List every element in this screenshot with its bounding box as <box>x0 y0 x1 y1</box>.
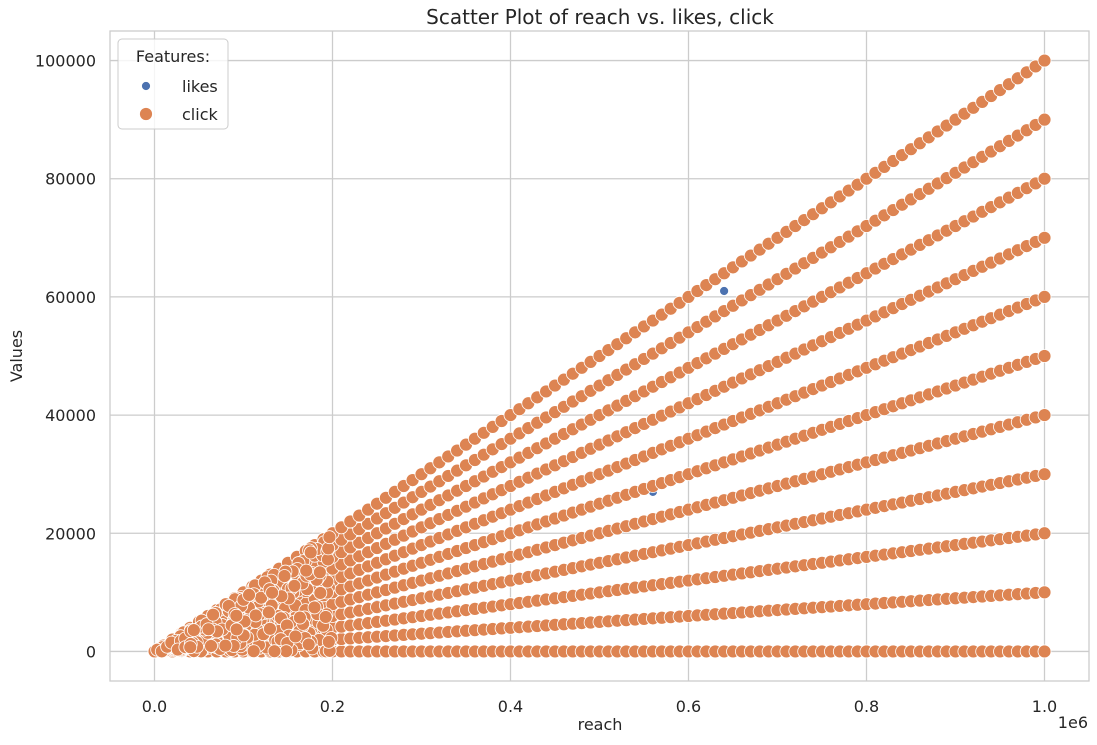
click-point <box>186 623 201 638</box>
x-tick-label: 0.0 <box>142 697 167 716</box>
click-point <box>1037 526 1052 541</box>
chart-title: Scatter Plot of reach vs. likes, click <box>426 5 774 29</box>
x-tick-label: 0.2 <box>320 697 345 716</box>
click-point <box>1037 230 1052 245</box>
legend-label-click: click <box>182 105 218 124</box>
click-point <box>301 637 316 652</box>
click-point <box>183 640 198 655</box>
legend: Features: likes click <box>117 38 229 130</box>
plot-frame <box>109 30 1090 682</box>
click-point <box>263 621 277 636</box>
click-point <box>1037 112 1052 127</box>
click-point <box>312 565 327 580</box>
legend-box <box>117 38 229 130</box>
click-point <box>1037 53 1052 68</box>
click-point <box>229 622 244 637</box>
x-tick-label: 0.8 <box>854 697 879 716</box>
y-tick-label: 40000 <box>45 406 96 425</box>
legend-marker-likes <box>141 81 151 91</box>
click-point <box>1037 467 1052 482</box>
y-tick-label: 0 <box>86 642 96 661</box>
click-point <box>218 638 233 653</box>
click-point <box>261 605 276 620</box>
click-point <box>242 587 256 602</box>
likes-point <box>719 286 729 296</box>
y-axis-label: Values <box>7 330 26 382</box>
click-point <box>322 530 337 545</box>
click-point <box>1037 349 1052 363</box>
click-point <box>277 569 292 583</box>
y-tick-label: 100000 <box>35 52 96 71</box>
click-point <box>1037 290 1052 304</box>
y-tick-label: 20000 <box>45 524 96 543</box>
click-point <box>279 644 294 659</box>
click-point <box>1037 171 1052 186</box>
x-axis-label: reach <box>578 715 623 734</box>
legend-title: Features: <box>136 47 210 66</box>
click-point <box>321 634 336 649</box>
click-point <box>267 644 282 659</box>
click-point <box>307 600 322 615</box>
click-point <box>293 610 307 625</box>
click-point <box>204 639 218 653</box>
click-point <box>229 608 244 623</box>
y-tick-label: 80000 <box>45 170 96 189</box>
legend-label-likes: likes <box>182 77 218 96</box>
click-point <box>313 586 328 600</box>
x-tick-label: 1.0 <box>1032 697 1057 716</box>
tick-labels: 0.0 0.2 0.4 0.6 0.8 1.0 0 20000 40000 60000 80000 1… <box>35 52 1057 716</box>
click-point <box>287 579 302 593</box>
y-tick-label: 60000 <box>45 288 96 307</box>
legend-marker-click <box>139 107 153 121</box>
points <box>147 53 1052 659</box>
x-tick-label: 0.6 <box>676 697 701 716</box>
click-point <box>206 607 221 622</box>
click-point <box>265 585 280 600</box>
click-point <box>1037 644 1052 659</box>
x-axis-offset-label: 1e6 <box>1058 713 1088 732</box>
click-point <box>1037 408 1052 422</box>
click-point <box>248 608 263 623</box>
click-point <box>201 622 216 637</box>
x-tick-label: 0.4 <box>498 697 523 716</box>
click-point <box>318 610 333 624</box>
click-point <box>1037 585 1052 600</box>
click-point <box>288 629 303 644</box>
click-point <box>246 644 261 659</box>
click-point <box>303 545 318 560</box>
click-point <box>299 563 314 578</box>
